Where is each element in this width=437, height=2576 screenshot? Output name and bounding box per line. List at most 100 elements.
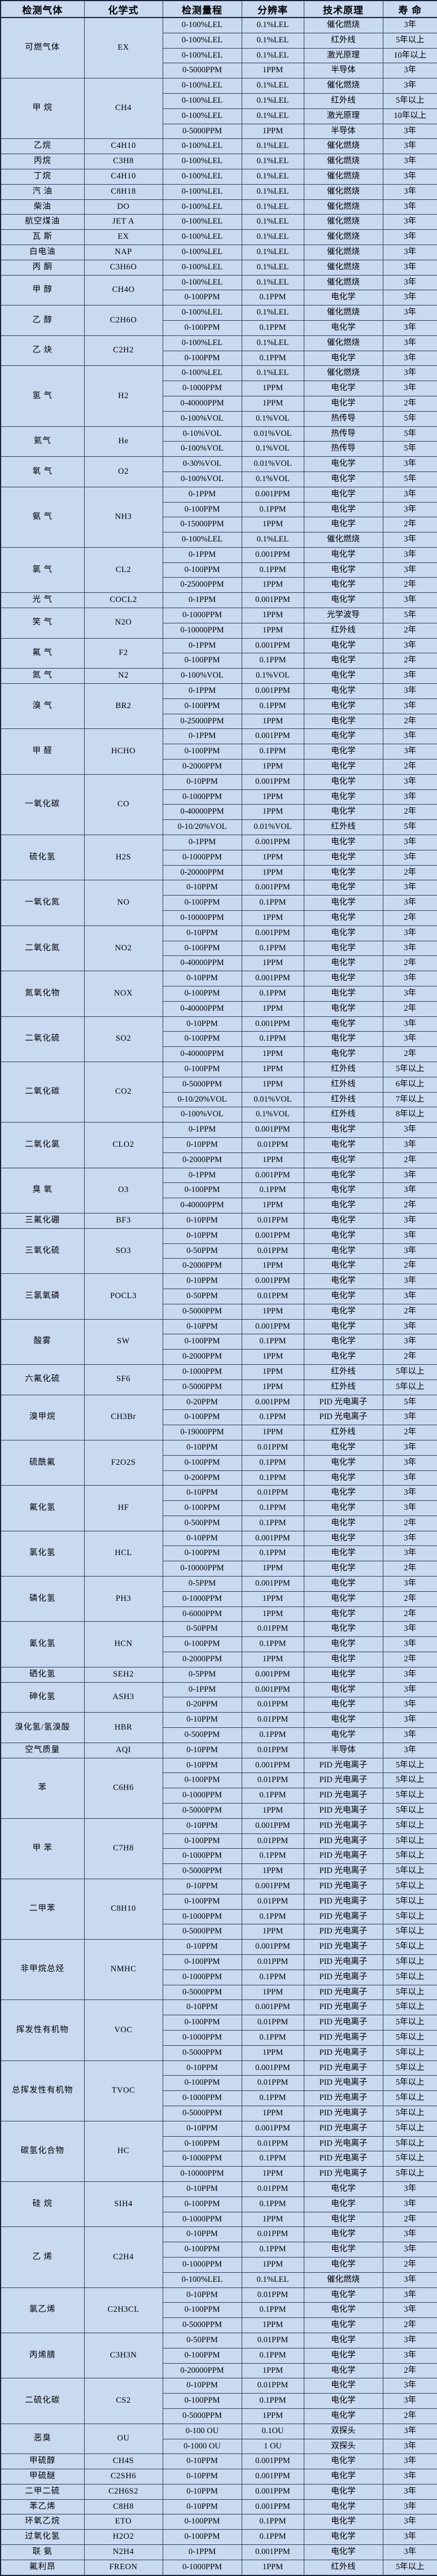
principle-cell: 催化燃烧 (303, 274, 383, 291)
spec-row: 氟 气 F2 0-1PPM 0.001PPM 电化学 3年 (0, 638, 437, 669)
resolution-cell: 1PPM (241, 865, 304, 881)
gas-name-cell: 过氧化氢 (0, 2529, 85, 2546)
principle-cell: 电化学 (303, 971, 383, 986)
principle-cell: 红外线 (303, 1076, 383, 1093)
resolution-cell: 0.1PPM (241, 1848, 304, 1865)
resolution-cell: 1PPM (241, 1258, 304, 1274)
range-cell: 0-1000PPM (162, 2029, 242, 2046)
formula-cell: CO2 (84, 1061, 163, 1123)
principle-cell: PID 光电离子 (303, 2029, 383, 2046)
resolution-cell: 0.1PPM (241, 2347, 304, 2364)
lifespan-cell: 3年 (382, 925, 437, 941)
gas-name-cell: 乙 醇 (0, 305, 85, 336)
gas-name-cell: 汽 油 (0, 184, 85, 200)
spec-row: 0-10000PPM 1PPM PID 光电离子 5年以上 (1, 2166, 437, 2182)
principle-cell: 催化燃烧 (303, 244, 383, 260)
range-cell: 0-50PPM (162, 1243, 242, 1259)
resolution-cell: 0.1%LEL (241, 274, 304, 291)
principle-cell: 电化学 (303, 1470, 383, 1486)
lifespan-cell: 2年 (382, 1303, 437, 1320)
resolution-cell: 1PPM (241, 1303, 304, 1320)
range-cell: 0-1000PPM (162, 381, 242, 396)
range-cell: 0-10PPM (162, 1318, 242, 1335)
spec-row: 0-2000PPM 1PPM 电化学 2年 (1, 1152, 437, 1168)
spec-row: 0-100PPM 0.1PPM 电化学 3年 (1, 1031, 437, 1047)
formula-cell: N2 (84, 668, 163, 684)
formula-cell: He (84, 426, 163, 457)
principle-cell: PID 光电离子 (303, 2136, 383, 2152)
spec-row: 二硫化碳 CS2 0-10PPM 0.01PPM 电化学 3年 (0, 2378, 437, 2424)
lifespan-cell: 5年以上 (382, 2060, 437, 2076)
spec-row: 0-40000PPM 1PPM 电化学 2年 (1, 1001, 437, 1017)
resolution-cell: 0.001PPM (241, 2120, 304, 2137)
principle-cell: 电化学 (303, 1046, 383, 1062)
principle-cell: 电化学 (303, 1258, 383, 1274)
lifespan-cell: 5年 (382, 608, 437, 623)
principle-cell: PID 光电离子 (303, 1409, 383, 1426)
spec-row: 0-2000PPM 1PPM 电化学 2年 (1, 1652, 437, 1667)
lifespan-cell: 3年 (382, 1182, 437, 1199)
principle-cell: 电化学 (303, 1591, 383, 1607)
principle-cell: 电化学 (303, 1318, 383, 1335)
resolution-cell: 1PPM (241, 2105, 304, 2121)
range-cell: 0-100%LEL (162, 93, 242, 109)
lifespan-cell: 3年 (382, 2544, 437, 2560)
range-cell: 0-20000PPM (162, 2363, 242, 2379)
resolution-cell: 0.001PPM (241, 1879, 304, 1894)
resolution-cell: 0.1%LEL (241, 365, 304, 382)
range-cell: 0-40000PPM (162, 1198, 242, 1213)
formula-cell: SW (84, 1318, 163, 1365)
formula-cell: HF (84, 1485, 163, 1531)
gas-name-cell: 砷化氢 (0, 1682, 85, 1713)
lifespan-cell: 3年 (382, 2378, 437, 2394)
range-cell: 0-50PPM (162, 1288, 242, 1304)
formula-cell: H2S (84, 835, 163, 881)
resolution-cell: 1PPM (241, 1349, 304, 1365)
lifespan-cell: 3年 (382, 78, 437, 94)
range-cell: 0-2000PPM (162, 759, 242, 775)
principle-cell: PID 光电离子 (303, 1757, 383, 1774)
spec-row: 0-100PPM 0.1PPM 电化学 3年 (1, 320, 437, 336)
principle-cell: 电化学 (303, 1334, 383, 1350)
range-cell: 0-5000PPM (162, 1076, 242, 1093)
formula-cell: C8H8 (84, 2499, 163, 2515)
formula-cell: F2 (84, 638, 163, 669)
resolution-cell: 1PPM (241, 955, 304, 972)
range-cell: 0-100PPM (162, 1500, 242, 1516)
principle-cell: 电化学 (303, 1137, 383, 1153)
spec-row: 0-100PPM 0.01PPM PID 光电离子 5年以上 (1, 2015, 437, 2031)
lifespan-cell: 3年 (382, 1500, 437, 1516)
range-cell: 0-1PPM (162, 835, 242, 850)
principle-cell: PID 光电离子 (303, 2060, 383, 2076)
resolution-cell: 1PPM (241, 381, 304, 396)
formula-cell: CH4 (84, 78, 163, 139)
principle-cell: 电化学 (303, 2529, 383, 2546)
resolution-cell: 1PPM (241, 63, 304, 79)
principle-cell: 电化学 (303, 1349, 383, 1365)
spec-row: 0-100PPM 0.1PPM 电化学 3年 (1, 986, 437, 1002)
lifespan-cell: 3年 (382, 2302, 437, 2319)
range-cell: 0-10PPM (162, 1273, 242, 1289)
lifespan-cell: 5年以上 (382, 32, 437, 49)
resolution-cell: 1PPM (241, 2408, 304, 2424)
lifespan-cell: 3年 (382, 728, 437, 745)
formula-cell: C3H3N (84, 2332, 163, 2379)
principle-cell: 催化燃烧 (303, 229, 383, 245)
gas-name-cell: 二硫化碳 (0, 2378, 85, 2424)
principle-cell: 电化学 (303, 2363, 383, 2379)
spec-row: 二氧化碳 CO2 0-100PPM 1PPM 红外线 5年以上 (0, 1061, 437, 1123)
lifespan-cell: 3年 (382, 2181, 437, 2197)
range-cell: 0-40000PPM (162, 955, 242, 972)
principle-cell: 光学波导 (303, 608, 383, 623)
gas-name-cell: 六氟化硫 (0, 1364, 85, 1395)
lifespan-cell: 3年 (382, 259, 437, 276)
gas-name-cell: 丁烷 (0, 168, 85, 185)
principle-cell: PID 光电离子 (303, 1893, 383, 1910)
principle-cell: PID 光电离子 (303, 2045, 383, 2061)
formula-cell: CL2 (84, 547, 163, 593)
gas-name-cell: 二甲二硫 (0, 2483, 85, 2500)
resolution-cell: 1PPM (241, 1379, 304, 1395)
range-cell: 0-1PPM (162, 1122, 242, 1138)
range-cell: 0-50PPM (162, 2332, 242, 2348)
range-cell: 0-100%LEL (162, 259, 242, 276)
